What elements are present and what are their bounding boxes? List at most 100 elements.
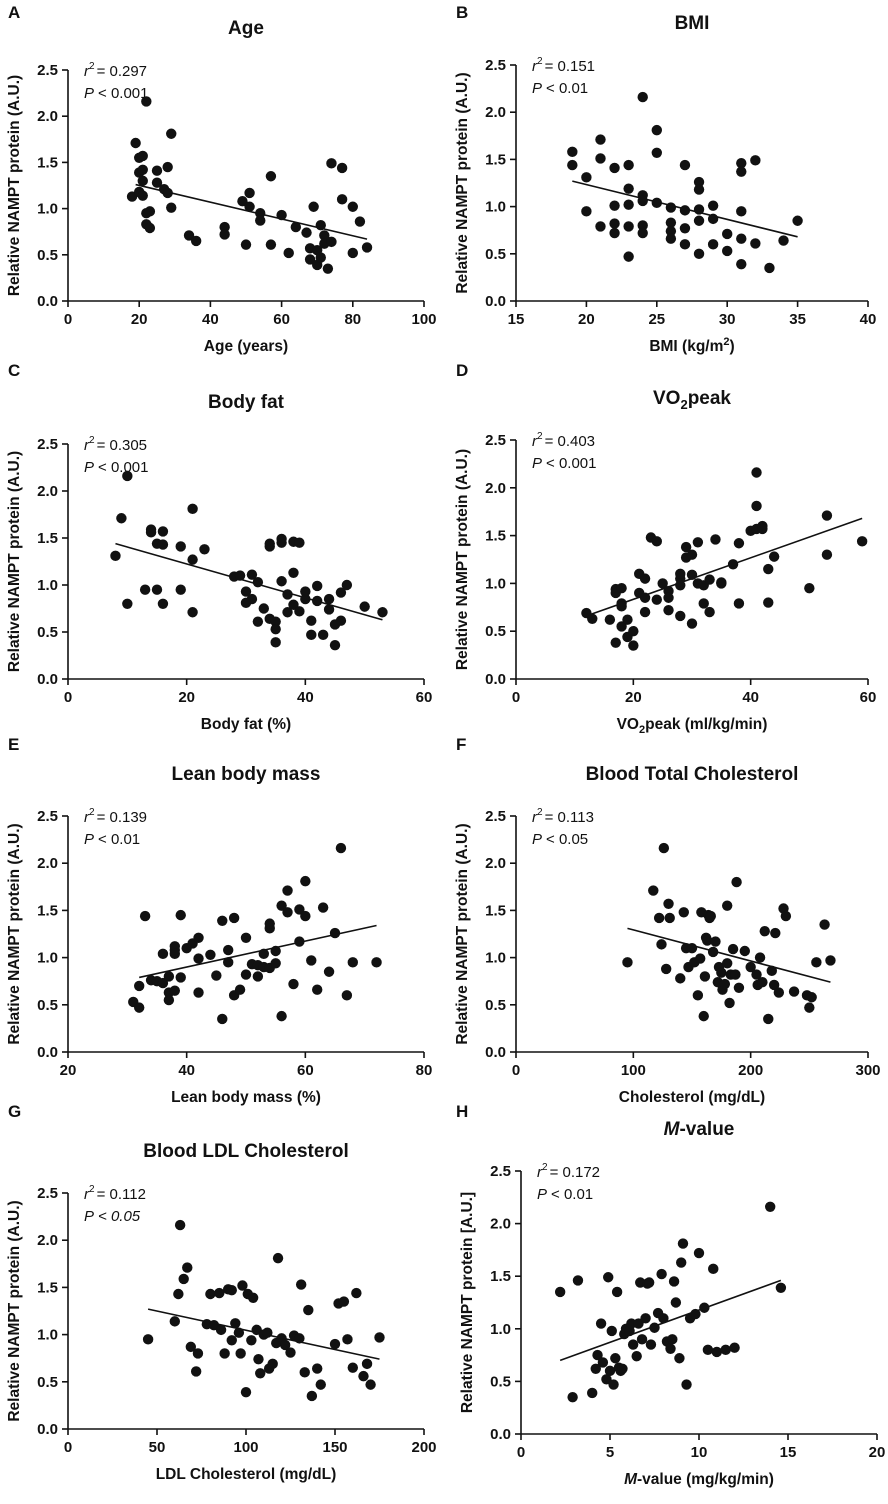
data-point xyxy=(611,1286,623,1298)
y-tick-label: 2.5 xyxy=(485,808,506,825)
data-point xyxy=(693,176,705,188)
data-point xyxy=(773,987,785,998)
data-point xyxy=(679,223,691,234)
data-point xyxy=(211,970,222,981)
data-point xyxy=(653,912,665,924)
data-point xyxy=(693,204,705,215)
data-point xyxy=(707,239,719,250)
y-tick-label: 2.5 xyxy=(37,1185,58,1202)
data-point xyxy=(720,1344,731,1356)
data-point xyxy=(736,233,747,244)
x-tick-label: 20 xyxy=(625,689,642,706)
chart-title: VO2peak xyxy=(653,388,731,412)
data-point xyxy=(690,1308,701,1320)
data-point xyxy=(137,175,148,187)
data-point xyxy=(276,1010,287,1022)
panel-letter: F xyxy=(456,735,466,754)
data-point xyxy=(175,909,186,921)
data-point xyxy=(733,538,745,549)
data-point xyxy=(595,134,606,145)
data-point xyxy=(341,990,353,1001)
r-squared-label: r2 = 0.403 xyxy=(532,431,595,450)
data-points xyxy=(581,467,868,651)
data-point xyxy=(230,1318,241,1329)
data-point xyxy=(134,1002,145,1013)
data-point xyxy=(716,967,727,978)
data-point xyxy=(707,213,719,225)
data-point xyxy=(590,1363,601,1374)
y-tick-label: 0.5 xyxy=(485,623,506,640)
data-point xyxy=(223,944,234,956)
data-point xyxy=(247,1292,259,1303)
data-point xyxy=(116,513,127,524)
data-point xyxy=(626,1318,637,1329)
data-point xyxy=(137,150,148,162)
x-tick-label: 200 xyxy=(411,1439,436,1456)
data-point xyxy=(780,910,792,922)
x-axis-label: BMI (kg/m2) xyxy=(649,336,734,355)
data-point xyxy=(270,958,281,969)
y-tick-label: 1.0 xyxy=(485,199,506,216)
chart-title: M-value xyxy=(664,1119,735,1140)
data-point xyxy=(192,1348,204,1359)
data-point xyxy=(151,165,163,176)
data-point xyxy=(255,215,266,226)
data-points xyxy=(126,96,373,274)
data-point xyxy=(665,217,677,228)
y-tick-label: 0.0 xyxy=(37,1044,58,1061)
data-point xyxy=(347,201,358,212)
x-axis-label: Body fat (%) xyxy=(201,716,291,733)
data-point xyxy=(157,598,169,609)
data-point xyxy=(110,550,121,562)
data-point xyxy=(187,503,198,515)
data-point xyxy=(252,576,264,588)
data-point xyxy=(252,616,264,627)
data-point xyxy=(727,559,739,570)
y-tick-label: 0.0 xyxy=(37,1421,58,1438)
data-point xyxy=(226,1285,237,1296)
p-value-label: P < 0.001 xyxy=(84,85,148,102)
p-value-label: P < 0.01 xyxy=(537,1186,593,1203)
data-point xyxy=(342,1334,353,1345)
data-point xyxy=(716,577,727,588)
data-point xyxy=(354,216,366,227)
p-value-label: P < 0.001 xyxy=(84,459,148,476)
data-point xyxy=(567,146,578,158)
x-tick-label: 100 xyxy=(233,1439,258,1456)
data-point xyxy=(757,523,768,535)
data-point xyxy=(639,606,651,618)
data-point xyxy=(315,220,326,231)
data-point xyxy=(193,932,204,943)
data-point xyxy=(303,1304,314,1316)
x-axis-label: VO2peak (ml/kg/min) xyxy=(617,716,768,736)
data-point xyxy=(623,251,634,262)
data-point xyxy=(677,1238,689,1249)
data-point xyxy=(609,162,620,174)
data-point xyxy=(178,1273,189,1285)
data-point xyxy=(680,541,692,553)
y-tick-label: 0.5 xyxy=(37,247,58,264)
data-point xyxy=(693,248,705,259)
y-tick-label: 2.0 xyxy=(485,480,506,497)
data-point xyxy=(335,842,347,854)
y-tick-label: 2.0 xyxy=(485,855,506,872)
data-point xyxy=(681,1379,692,1390)
panel-a: A Age 0.0 0.5 1.0 1.5 2.0 2.5 0 20 40 60 80 100 Age (y… xyxy=(6,3,437,355)
data-point xyxy=(722,245,733,257)
data-point xyxy=(163,994,175,1006)
y-axis-label: Relative NAMPT protein (A.U.) xyxy=(6,1200,23,1421)
data-point xyxy=(651,197,662,209)
p-value-label: P < 0.05 xyxy=(532,831,588,848)
data-point xyxy=(361,242,373,253)
y-tick-label: 0.0 xyxy=(485,671,506,688)
data-point xyxy=(288,978,299,990)
x-tick-label: 0 xyxy=(64,1439,72,1456)
data-point xyxy=(597,1357,609,1368)
data-point xyxy=(592,1349,603,1361)
data-point xyxy=(233,1327,245,1338)
data-point xyxy=(347,1362,358,1373)
y-tick-label: 1.0 xyxy=(37,950,58,967)
data-point xyxy=(279,1339,291,1351)
data-point xyxy=(757,976,768,988)
x-tick-label: 80 xyxy=(416,1062,433,1079)
